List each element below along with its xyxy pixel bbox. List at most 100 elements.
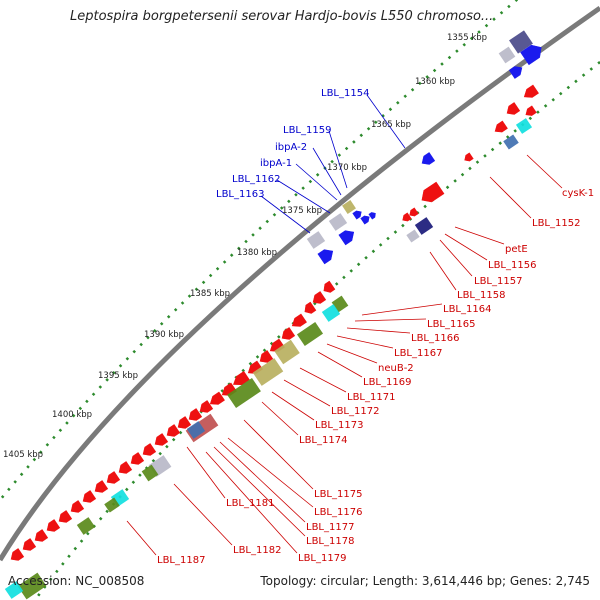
gene-arrow[interactable] [56, 510, 73, 525]
gene-arrow[interactable] [418, 181, 445, 206]
gene-arrow[interactable] [321, 280, 336, 295]
gene-block[interactable] [296, 322, 324, 346]
kbp-scale-labels: 1355 kbp 1360 kbp 1365 kbp 1370 kbp 1375 kbp… [3, 33, 487, 460]
reverse-gene-label[interactable]: LBL_1175 [314, 489, 362, 500]
reverse-gene-label[interactable]: LBL_1181 [226, 498, 274, 509]
gene-block[interactable] [306, 231, 326, 249]
reverse-gene-label[interactable]: LBL_1187 [157, 555, 205, 566]
forward-gene-label[interactable]: LBL_1163 [216, 189, 264, 200]
gene-arrow[interactable] [197, 400, 214, 415]
reverse-gene-label[interactable]: LBL_1177 [306, 522, 354, 533]
forward-gene-label[interactable]: LBL_1162 [232, 174, 280, 185]
gene-arrow[interactable] [360, 214, 372, 225]
gene-block[interactable] [515, 118, 533, 134]
gene-arrow[interactable] [32, 529, 49, 544]
reverse-gene-label[interactable]: LBL_1152 [532, 218, 580, 229]
gene-arrow[interactable] [68, 500, 85, 515]
gene-arrow[interactable] [401, 212, 412, 223]
gene-block[interactable] [141, 464, 159, 482]
reverse-gene-label[interactable]: LBL_1169 [363, 377, 411, 388]
gene-arrow[interactable] [508, 63, 525, 79]
gene-arrow[interactable] [186, 408, 203, 423]
gene-arrow[interactable] [408, 207, 419, 218]
reverse-gene-label[interactable]: petE [505, 244, 528, 255]
gene-block[interactable] [342, 200, 356, 214]
gene-arrow[interactable] [140, 443, 157, 458]
reverse-gene-label[interactable]: neuB-2 [378, 363, 414, 374]
gene-block[interactable] [406, 229, 420, 243]
gene-block[interactable] [503, 134, 519, 150]
gene-block[interactable] [274, 339, 300, 365]
gene-arrow[interactable] [419, 152, 436, 167]
reverse-gene-label[interactable]: LBL_1171 [347, 392, 395, 403]
gene-block[interactable] [509, 30, 533, 54]
gene-arrow[interactable] [164, 424, 181, 439]
leader-line [429, 251, 457, 291]
reverse-gene-label[interactable]: LBL_1167 [394, 348, 442, 359]
gene-block[interactable] [414, 217, 434, 235]
reverse-gene-label[interactable]: LBL_1165 [427, 319, 475, 330]
gene-arrow[interactable] [80, 490, 97, 505]
gene-arrow[interactable] [175, 416, 192, 431]
reverse-gene-label[interactable]: LBL_1173 [315, 420, 363, 431]
gene-arrow[interactable] [352, 209, 364, 220]
gene-arrow[interactable] [302, 301, 317, 316]
gene-arrow[interactable] [152, 433, 169, 448]
reverse-gene-label[interactable]: LBL_1182 [233, 545, 281, 556]
gene-arrow[interactable] [257, 350, 274, 365]
gene-features[interactable] [4, 30, 546, 600]
reverse-gene-label[interactable]: LBL_1156 [488, 260, 536, 271]
chromosome-backbone [0, 5, 600, 562]
gene-arrow[interactable] [289, 313, 307, 330]
gene-arrow[interactable] [207, 391, 225, 408]
gene-block[interactable] [76, 517, 96, 535]
gene-arrow[interactable] [8, 548, 25, 563]
gene-arrow[interactable] [92, 480, 109, 495]
forward-gene-label[interactable]: LBL_1159 [283, 125, 331, 136]
gene-block[interactable] [4, 581, 24, 599]
gene-block[interactable] [498, 46, 516, 64]
gene-block[interactable] [104, 497, 120, 513]
gene-block[interactable] [227, 377, 261, 409]
gene-block[interactable] [17, 572, 47, 600]
forward-gene-label[interactable]: LBL_1154 [321, 88, 369, 99]
gene-arrow[interactable] [317, 246, 336, 265]
reverse-gene-label[interactable]: LBL_1158 [457, 290, 505, 301]
leader-line [295, 163, 338, 201]
gene-block[interactable] [252, 358, 284, 386]
gene-arrow[interactable] [463, 152, 474, 163]
gene-arrow[interactable] [520, 41, 546, 66]
gene-arrow[interactable] [521, 84, 539, 101]
reverse-gene-label[interactable]: LBL_1178 [306, 536, 354, 547]
reverse-gene-label[interactable]: LBL_1166 [411, 333, 459, 344]
reverse-gene-label[interactable]: LBL_1174 [299, 435, 347, 446]
forward-gene-label[interactable]: ibpA-1 [260, 158, 292, 169]
gene-arrow[interactable] [231, 371, 250, 388]
gene-arrow[interactable] [368, 211, 377, 220]
gene-arrow[interactable] [44, 519, 61, 534]
leader-line [361, 303, 443, 316]
gene-arrow[interactable] [116, 461, 133, 476]
reverse-gene-label[interactable]: LBL_1164 [443, 304, 491, 315]
gene-arrow[interactable] [338, 227, 357, 246]
reverse-gene-label[interactable]: LBL_1157 [474, 276, 522, 287]
reverse-gene-label[interactable]: LBL_1176 [314, 507, 362, 518]
reverse-gene-label[interactable]: cysK-1 [562, 188, 594, 199]
gene-labels[interactable]: LBL_1154 LBL_1159 ibpA-2 ibpA-1 LBL_1162 LBL_… [157, 88, 594, 566]
gene-arrow[interactable] [504, 102, 521, 117]
gene-arrow[interactable] [524, 105, 537, 118]
gene-arrow[interactable] [310, 291, 327, 306]
forward-gene-label[interactable]: ibpA-2 [275, 142, 307, 153]
gene-block[interactable] [186, 421, 206, 439]
gene-block[interactable] [328, 213, 348, 231]
gene-arrow[interactable] [104, 471, 121, 486]
reverse-gene-label[interactable]: LBL_1172 [331, 406, 379, 417]
gene-block[interactable] [321, 304, 341, 322]
gene-arrow[interactable] [493, 120, 508, 135]
reverse-gene-label[interactable]: LBL_1179 [298, 553, 346, 564]
gene-arrow[interactable] [128, 452, 145, 467]
gene-arrow[interactable] [279, 327, 296, 342]
gene-arrow[interactable] [20, 538, 37, 553]
